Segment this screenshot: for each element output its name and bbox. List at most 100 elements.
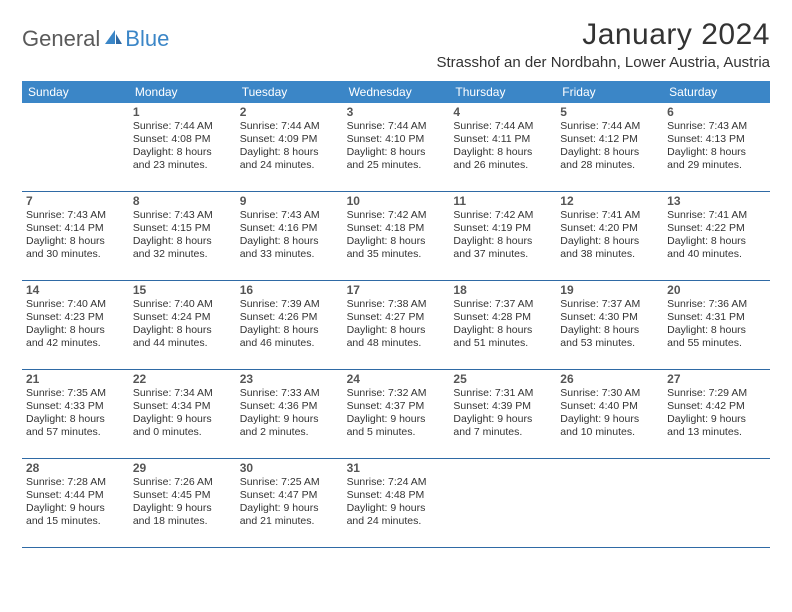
daylight-label: Daylight: 9 hours	[347, 502, 446, 515]
daylight-label: and 40 minutes.	[667, 248, 766, 261]
daylight-label: and 42 minutes.	[26, 337, 125, 350]
daylight-label: Daylight: 9 hours	[240, 502, 339, 515]
day-number: 27	[667, 372, 766, 386]
daylight-label: and 35 minutes.	[347, 248, 446, 261]
sunrise-label: Sunrise: 7:37 AM	[560, 298, 659, 311]
day-cell: 6Sunrise: 7:43 AMSunset: 4:13 PMDaylight…	[663, 103, 770, 191]
daylight-label: Daylight: 8 hours	[453, 324, 552, 337]
sunset-label: Sunset: 4:08 PM	[133, 133, 232, 146]
day-number: 24	[347, 372, 446, 386]
sunrise-label: Sunrise: 7:38 AM	[347, 298, 446, 311]
sunrise-label: Sunrise: 7:26 AM	[133, 476, 232, 489]
daylight-label: Daylight: 8 hours	[560, 146, 659, 159]
day-cell: 1Sunrise: 7:44 AMSunset: 4:08 PMDaylight…	[129, 103, 236, 191]
daylight-label: and 15 minutes.	[26, 515, 125, 528]
day-number: 2	[240, 105, 339, 119]
sunrise-label: Sunrise: 7:43 AM	[26, 209, 125, 222]
day-number: 22	[133, 372, 232, 386]
daylight-label: and 24 minutes.	[240, 159, 339, 172]
sunset-label: Sunset: 4:15 PM	[133, 222, 232, 235]
day-number: 19	[560, 283, 659, 297]
sunset-label: Sunset: 4:45 PM	[133, 489, 232, 502]
day-of-week-header: Sunday Monday Tuesday Wednesday Thursday…	[22, 81, 770, 103]
dow-friday: Friday	[556, 81, 663, 103]
daylight-label: Daylight: 8 hours	[453, 146, 552, 159]
day-cell: 27Sunrise: 7:29 AMSunset: 4:42 PMDayligh…	[663, 370, 770, 458]
sunrise-label: Sunrise: 7:37 AM	[453, 298, 552, 311]
sunrise-label: Sunrise: 7:42 AM	[453, 209, 552, 222]
daylight-label: and 5 minutes.	[347, 426, 446, 439]
sunrise-label: Sunrise: 7:44 AM	[133, 120, 232, 133]
sunrise-label: Sunrise: 7:41 AM	[560, 209, 659, 222]
day-number: 12	[560, 194, 659, 208]
sunrise-label: Sunrise: 7:36 AM	[667, 298, 766, 311]
dow-saturday: Saturday	[663, 81, 770, 103]
daylight-label: Daylight: 8 hours	[26, 413, 125, 426]
sunset-label: Sunset: 4:48 PM	[347, 489, 446, 502]
day-cell: 14Sunrise: 7:40 AMSunset: 4:23 PMDayligh…	[22, 281, 129, 369]
daylight-label: Daylight: 9 hours	[240, 413, 339, 426]
sunrise-label: Sunrise: 7:44 AM	[560, 120, 659, 133]
sunrise-label: Sunrise: 7:41 AM	[667, 209, 766, 222]
calendar: Sunday Monday Tuesday Wednesday Thursday…	[22, 81, 770, 548]
day-number: 4	[453, 105, 552, 119]
sunset-label: Sunset: 4:22 PM	[667, 222, 766, 235]
daylight-label: and 23 minutes.	[133, 159, 232, 172]
daylight-label: Daylight: 8 hours	[347, 146, 446, 159]
dow-tuesday: Tuesday	[236, 81, 343, 103]
daylight-label: and 46 minutes.	[240, 337, 339, 350]
sunset-label: Sunset: 4:42 PM	[667, 400, 766, 413]
dow-monday: Monday	[129, 81, 236, 103]
day-number: 30	[240, 461, 339, 475]
daylight-label: Daylight: 9 hours	[560, 413, 659, 426]
day-cell: 18Sunrise: 7:37 AMSunset: 4:28 PMDayligh…	[449, 281, 556, 369]
daylight-label: and 7 minutes.	[453, 426, 552, 439]
daylight-label: Daylight: 8 hours	[667, 235, 766, 248]
daylight-label: Daylight: 8 hours	[240, 235, 339, 248]
day-cell: 12Sunrise: 7:41 AMSunset: 4:20 PMDayligh…	[556, 192, 663, 280]
daylight-label: and 37 minutes.	[453, 248, 552, 261]
day-cell: 11Sunrise: 7:42 AMSunset: 4:19 PMDayligh…	[449, 192, 556, 280]
day-cell: 8Sunrise: 7:43 AMSunset: 4:15 PMDaylight…	[129, 192, 236, 280]
daylight-label: and 24 minutes.	[347, 515, 446, 528]
sunrise-label: Sunrise: 7:32 AM	[347, 387, 446, 400]
sunset-label: Sunset: 4:40 PM	[560, 400, 659, 413]
daylight-label: and 25 minutes.	[347, 159, 446, 172]
daylight-label: Daylight: 8 hours	[667, 146, 766, 159]
day-cell: 7Sunrise: 7:43 AMSunset: 4:14 PMDaylight…	[22, 192, 129, 280]
day-cell: 24Sunrise: 7:32 AMSunset: 4:37 PMDayligh…	[343, 370, 450, 458]
week-row: 14Sunrise: 7:40 AMSunset: 4:23 PMDayligh…	[22, 281, 770, 370]
sunrise-label: Sunrise: 7:35 AM	[26, 387, 125, 400]
daylight-label: Daylight: 8 hours	[347, 324, 446, 337]
sunrise-label: Sunrise: 7:31 AM	[453, 387, 552, 400]
sunset-label: Sunset: 4:14 PM	[26, 222, 125, 235]
sunrise-label: Sunrise: 7:43 AM	[133, 209, 232, 222]
sunset-label: Sunset: 4:33 PM	[26, 400, 125, 413]
sunrise-label: Sunrise: 7:44 AM	[347, 120, 446, 133]
day-cell: 20Sunrise: 7:36 AMSunset: 4:31 PMDayligh…	[663, 281, 770, 369]
day-cell	[22, 103, 129, 191]
daylight-label: and 18 minutes.	[133, 515, 232, 528]
sunset-label: Sunset: 4:10 PM	[347, 133, 446, 146]
day-number: 14	[26, 283, 125, 297]
sunrise-label: Sunrise: 7:40 AM	[26, 298, 125, 311]
page-title: January 2024	[436, 18, 770, 52]
daylight-label: Daylight: 8 hours	[560, 235, 659, 248]
daylight-label: and 28 minutes.	[560, 159, 659, 172]
sunset-label: Sunset: 4:47 PM	[240, 489, 339, 502]
sunrise-label: Sunrise: 7:44 AM	[453, 120, 552, 133]
day-number: 31	[347, 461, 446, 475]
daylight-label: Daylight: 9 hours	[26, 502, 125, 515]
day-cell: 19Sunrise: 7:37 AMSunset: 4:30 PMDayligh…	[556, 281, 663, 369]
day-number: 3	[347, 105, 446, 119]
day-cell: 21Sunrise: 7:35 AMSunset: 4:33 PMDayligh…	[22, 370, 129, 458]
day-number: 8	[133, 194, 232, 208]
daylight-label: and 0 minutes.	[133, 426, 232, 439]
sunset-label: Sunset: 4:23 PM	[26, 311, 125, 324]
sunrise-label: Sunrise: 7:30 AM	[560, 387, 659, 400]
daylight-label: Daylight: 8 hours	[26, 324, 125, 337]
title-block: January 2024 Strasshof an der Nordbahn, …	[436, 18, 770, 71]
sunset-label: Sunset: 4:24 PM	[133, 311, 232, 324]
daylight-label: Daylight: 8 hours	[240, 146, 339, 159]
day-number: 9	[240, 194, 339, 208]
